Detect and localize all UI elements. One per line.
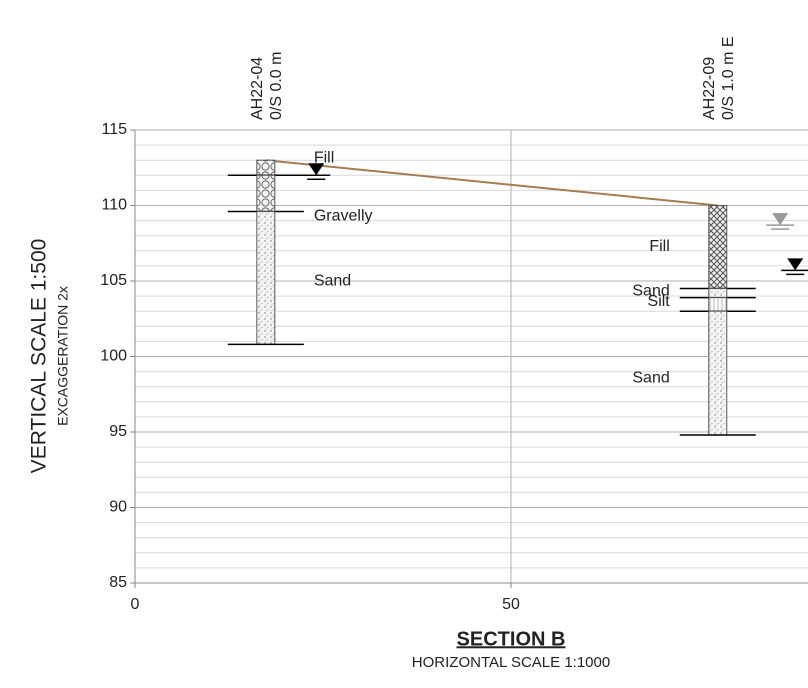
x-tick-label: 50 xyxy=(502,596,520,613)
soil-layer xyxy=(257,160,275,175)
layer-label: Sand xyxy=(314,273,351,290)
borehole-name: AH22-09 xyxy=(701,57,718,120)
chart-title: SECTION B xyxy=(457,628,566,650)
ground-line xyxy=(266,160,718,205)
soil-layer xyxy=(709,206,727,289)
y-tick-label: 90 xyxy=(109,499,127,516)
y-axis-sublabel: EXCAGGERATION 2x xyxy=(55,286,71,426)
soil-layer xyxy=(709,311,727,435)
water-level xyxy=(787,258,803,270)
y-tick-label: 105 xyxy=(100,272,127,289)
x-tick-label: 0 xyxy=(131,596,140,613)
layer-label: Sand xyxy=(632,370,669,387)
borehole-name: AH22-04 xyxy=(249,57,266,120)
soil-layer xyxy=(257,175,275,211)
water-level xyxy=(772,213,788,225)
soil-layer xyxy=(709,298,727,312)
chart: SECTION B HORIZONTAL SCALE 1:1000 VERTIC… xyxy=(0,0,808,688)
y-tick-label: 95 xyxy=(109,423,127,440)
chart-subtitle: HORIZONTAL SCALE 1:1000 xyxy=(412,654,610,671)
layer-label: Gravelly xyxy=(314,207,373,224)
soil-layer xyxy=(709,289,727,298)
borehole-offset: 0/S 0.0 m xyxy=(268,52,285,120)
soil-layer xyxy=(257,212,275,345)
y-tick-label: 115 xyxy=(101,121,127,138)
y-tick-label: 100 xyxy=(100,348,127,365)
water-level xyxy=(308,163,324,175)
layer-label: Fill xyxy=(649,238,669,255)
y-tick-label: 85 xyxy=(109,574,127,591)
borehole-offset: 0/S 1.0 m E xyxy=(720,36,737,120)
y-axis-label: VERTICAL SCALE 1:500 xyxy=(28,239,51,474)
layer-label: Silt xyxy=(648,293,671,310)
y-tick-label: 110 xyxy=(101,197,127,214)
